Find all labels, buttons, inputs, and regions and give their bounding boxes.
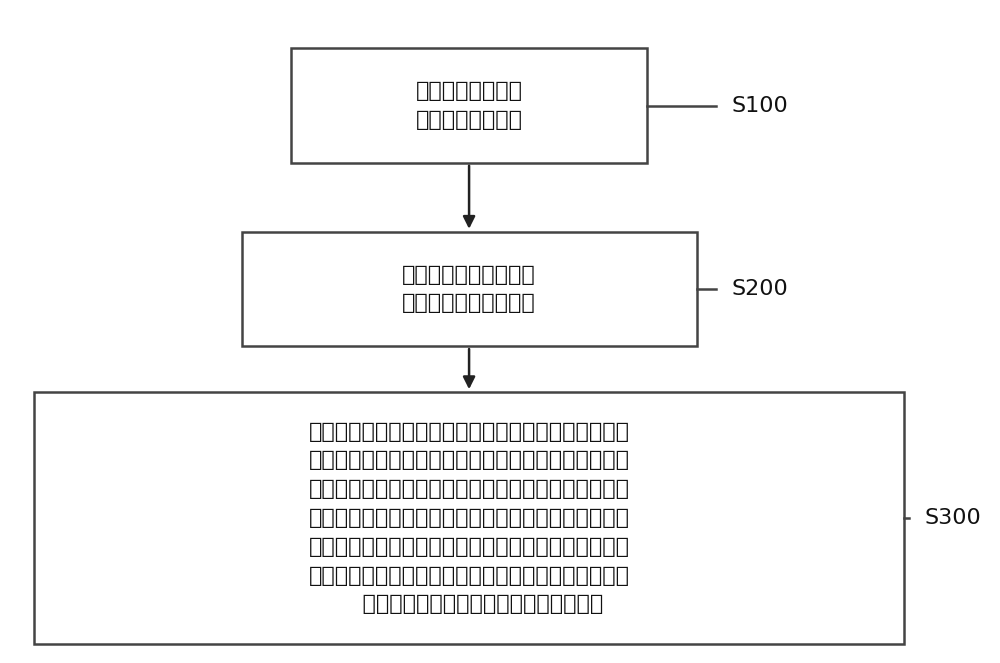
Text: 将所述原始运行数据发
送至边缘物联代理装置: 将所述原始运行数据发 送至边缘物联代理装置 bbox=[402, 265, 536, 314]
Text: 所述边缘物联代理装置将接收到的所述原始运行数据进
行边缘计算处理，获得所述配电变压器的运行信息，并
将获得的所述运行信息与预先制定好的运行标准进行逻
辑判断处理: 所述边缘物联代理装置将接收到的所述原始运行数据进 行边缘计算处理，获得所述配电变… bbox=[309, 422, 630, 615]
Bar bbox=[34, 392, 904, 644]
Bar bbox=[242, 231, 697, 346]
Text: S200: S200 bbox=[731, 279, 788, 299]
Text: S300: S300 bbox=[924, 508, 981, 528]
Text: S100: S100 bbox=[731, 95, 788, 115]
Text: 获取所述配电变压
器的原始运行数据: 获取所述配电变压 器的原始运行数据 bbox=[416, 82, 523, 130]
Bar bbox=[291, 48, 647, 163]
